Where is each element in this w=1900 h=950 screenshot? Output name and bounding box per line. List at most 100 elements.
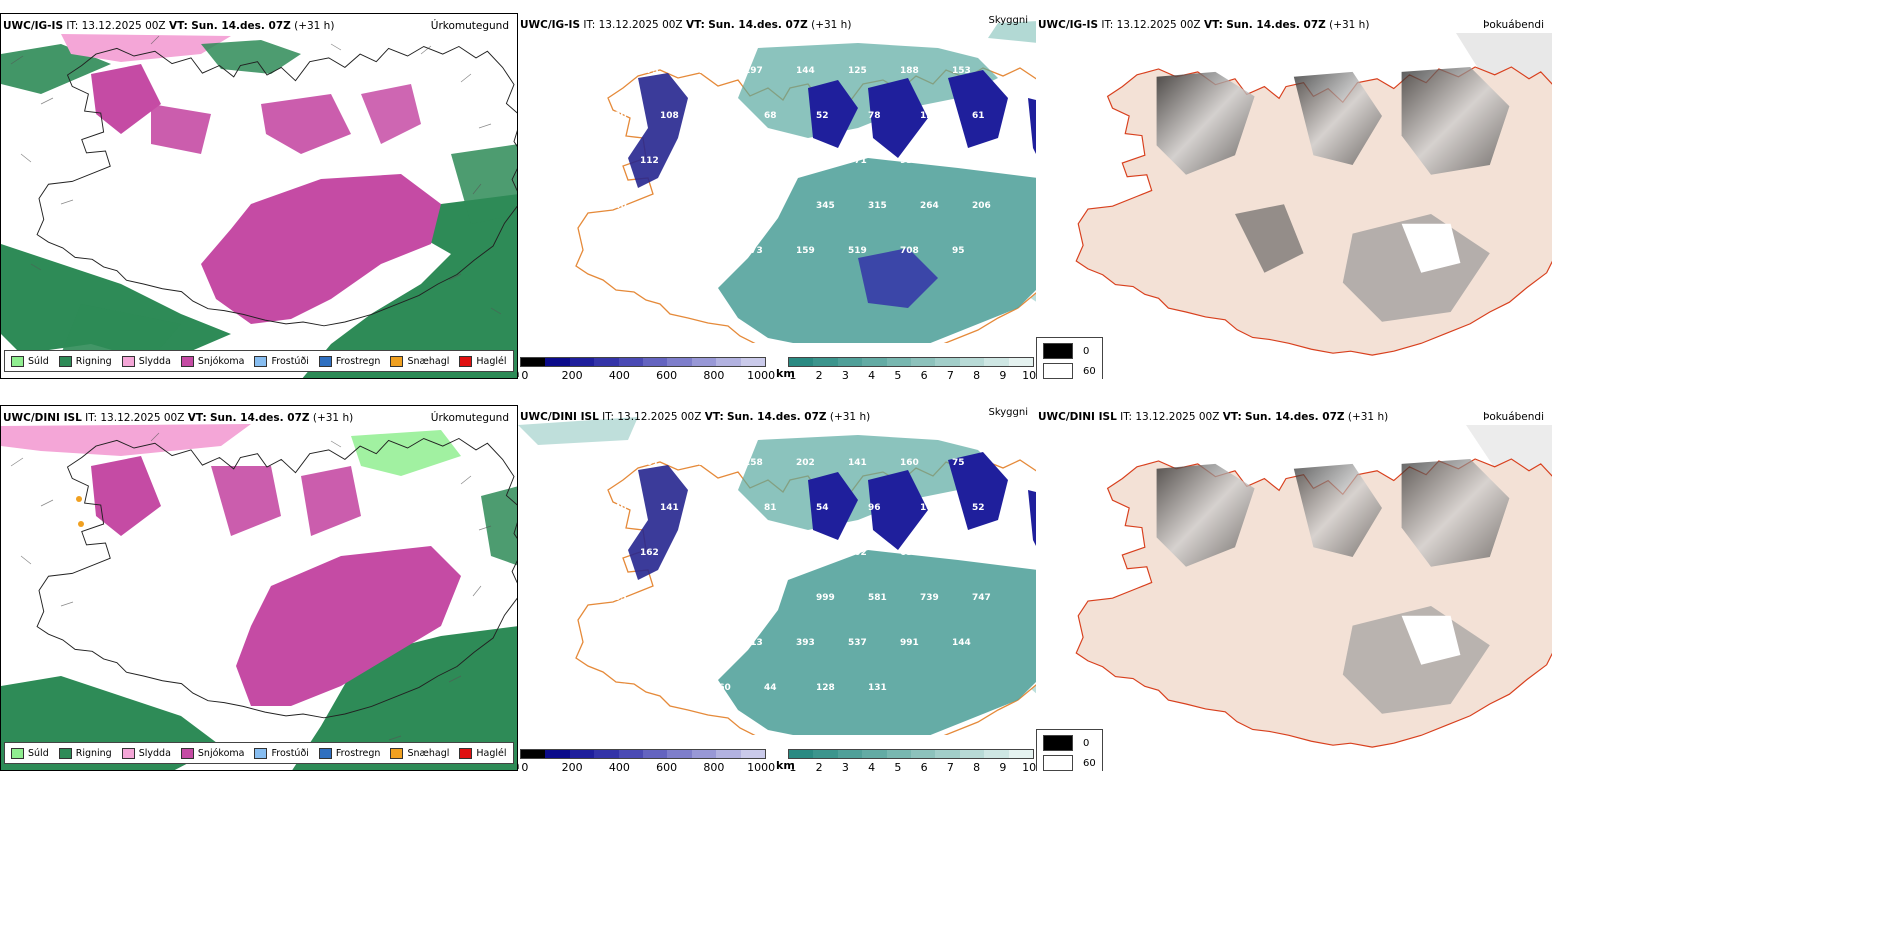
- colorbar-tick: 4: [868, 761, 876, 771]
- colorbar-segment: [862, 750, 887, 758]
- valid-time: Sun. 14.des. 07Z: [1245, 411, 1345, 423]
- colorbar-segment: [813, 358, 838, 366]
- legend-item: Frostúði: [254, 747, 309, 759]
- snow-depth-label: 537: [848, 638, 867, 648]
- snow-depth-label: 131: [868, 683, 887, 693]
- colorbar-segment: [935, 358, 960, 366]
- precip-type-panel-1: UWC/IG-IS IT: 13.12.2025 00Z VT: Sun. 14…: [0, 13, 518, 379]
- colorbar-segment: [594, 750, 619, 758]
- it-prefix: IT:: [583, 19, 596, 31]
- shade-legend: 0 60: [1036, 337, 1103, 379]
- shade-legend: 0 60: [1036, 729, 1103, 771]
- vis-unit: km: [776, 759, 795, 771]
- legend-swatch: [459, 747, 473, 759]
- snow-depth-label: 997: [764, 593, 783, 603]
- colorbar-tick: 6: [920, 369, 928, 379]
- snow-depth-label: 44: [764, 683, 777, 693]
- snow-depth-label: 63: [900, 548, 913, 558]
- snow-depth-label: 201: [640, 246, 659, 256]
- legend-item: Slydda: [121, 355, 171, 367]
- snow-depth-label: 155: [588, 246, 607, 256]
- colorbar-segment: [862, 358, 887, 366]
- legend-label: Slydda: [138, 747, 171, 759]
- colorbar-segment: [594, 358, 619, 366]
- snow-depth-label: 128: [920, 111, 939, 121]
- snow-depth-label: 202: [796, 458, 815, 468]
- legend-label: Snjókoma: [197, 355, 245, 367]
- snow-depth-label: 198: [692, 458, 711, 468]
- colorbar-tick: 5: [894, 761, 902, 771]
- snow-depth-label: 345: [816, 201, 835, 211]
- snow-depth-label: 305: [608, 593, 627, 603]
- snow-depth-map-1: 98 173 273 197 144 125 188 153 230 108 58 68 52 78 128…: [518, 13, 1038, 343]
- colorbar-segment: [569, 750, 595, 758]
- colorbar-tick: 600: [656, 761, 678, 771]
- colorbar-segment: [1008, 358, 1034, 366]
- panel-header: UWC/IG-IS IT: 13.12.2025 00Z VT: Sun. 14…: [1038, 19, 1548, 31]
- vt-prefix: VT:: [1222, 411, 1242, 423]
- vt-prefix: VT:: [1203, 19, 1223, 31]
- snow-depth-label: 258: [744, 458, 763, 468]
- colorbar-tick: 10: [1022, 761, 1037, 771]
- colorbar-segment: [1008, 750, 1034, 758]
- snow-depth-label: 144: [952, 638, 971, 648]
- snow-depth-label: 418: [712, 593, 731, 603]
- panel-header: UWC/IG-IS IT: 13.12.2025 00Z VT: Sun. 14…: [520, 19, 1034, 31]
- colorbar-tick: 1: [789, 761, 797, 771]
- snow-depth-label: 747: [972, 593, 991, 603]
- snow-depth-label: 153: [952, 66, 971, 76]
- shade-label: 0: [1083, 737, 1090, 749]
- lead-time: (+31 h): [829, 411, 871, 423]
- legend-label: Haglél: [476, 747, 507, 759]
- colorbar-tick: 0: [521, 761, 529, 771]
- colorbar-tick: 3: [841, 761, 849, 771]
- legend-item: Súld: [11, 747, 49, 759]
- snow-depth-label: 125: [848, 66, 867, 76]
- legend-label: Snæhagl: [407, 355, 450, 367]
- vis-bar: [788, 357, 1034, 367]
- panel-title: Þokuábendi: [1483, 19, 1544, 31]
- snow-depth-label: 160: [900, 458, 919, 468]
- snow-depth-label: 52: [816, 111, 829, 121]
- legend-label: Súld: [28, 747, 49, 759]
- panel-title: Úrkomutegund: [430, 20, 509, 32]
- snow-depth-label: 899: [692, 638, 711, 648]
- shade-item: 60: [1043, 753, 1096, 771]
- colorbar-tick: 0: [521, 369, 529, 379]
- colorbar-tick: 6: [920, 761, 928, 771]
- snow-depth-label: 739: [920, 593, 939, 603]
- snow-depth-label: 52: [972, 503, 985, 513]
- valid-time: Sun. 14.des. 07Z: [727, 411, 827, 423]
- depth-bar: [520, 357, 766, 367]
- init-time: 13.12.2025 00Z: [1116, 19, 1201, 31]
- depth-bar: [520, 749, 766, 759]
- snow-depth-label: 102: [848, 548, 867, 558]
- shade-item: 60: [1043, 361, 1096, 379]
- legend-label: Snæhagl: [407, 747, 450, 759]
- snow-depth-label: 771: [848, 156, 867, 166]
- vis-ticks: 1 2 3 4 5 6 7 8 9 10: [788, 759, 1037, 771]
- colorbar-tick: 800: [703, 369, 725, 379]
- snow-depth-label: 519: [848, 246, 867, 256]
- colorbar-segment: [789, 358, 814, 366]
- model-name: UWC/DINI ISL: [3, 412, 82, 424]
- legend-swatch: [180, 355, 194, 367]
- precip-type-map-2: [1, 406, 517, 770]
- legend-item: Frostúði: [254, 355, 309, 367]
- init-time: 13.12.2025 00Z: [81, 20, 166, 32]
- snow-depth-label: 81: [764, 503, 777, 513]
- model-name: UWC/IG-IS: [3, 20, 64, 32]
- snow-depth-label: 760: [712, 683, 731, 693]
- snow-depth-label: 661: [660, 201, 679, 211]
- colorbar-tick: 10: [1022, 369, 1037, 379]
- snow-depth-label: 141: [848, 458, 867, 468]
- snow-depth-label: 101: [640, 458, 659, 468]
- it-prefix: IT:: [66, 20, 79, 32]
- colorbar-segment: [984, 750, 1009, 758]
- init-time: 13.12.2025 00Z: [1135, 411, 1220, 423]
- colorbar-tick: 1000: [747, 761, 776, 771]
- snow-depth-label: 574: [764, 201, 783, 211]
- colorbar-segment: [521, 358, 546, 366]
- vis-bar: [788, 749, 1034, 759]
- visibility-colorbar: 1 2 3 4 5 6 7 8 9 10 km: [776, 749, 1037, 771]
